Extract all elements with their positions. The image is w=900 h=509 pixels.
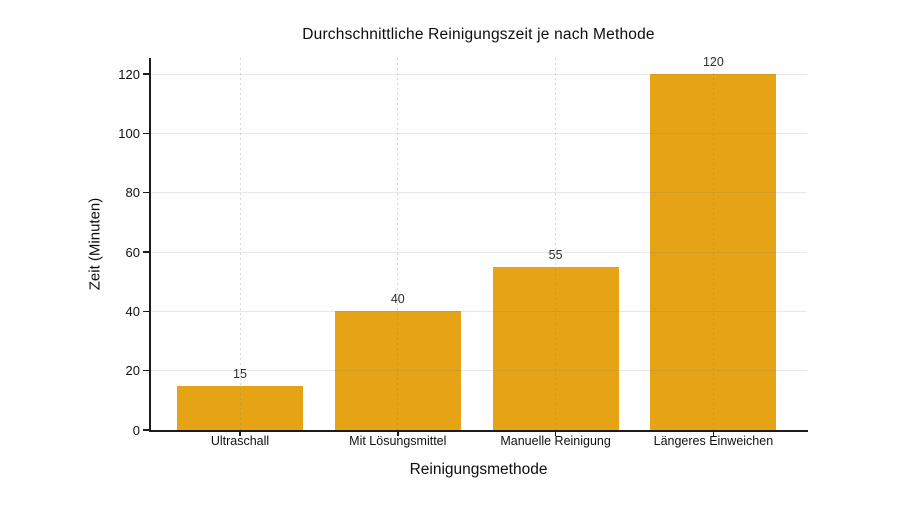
y-tick-40	[143, 310, 149, 313]
gridline-y-120	[150, 73, 807, 75]
bar-manuelle-reinigung	[492, 266, 619, 430]
x-tick-ultraschall	[239, 430, 241, 436]
bar-value-manuelle-reinigung: 55	[548, 247, 563, 262]
y-tick-label-120: 120	[118, 66, 140, 82]
y-tick-120	[143, 73, 149, 75]
x-tick-label-manuelle-reinigung: Manuelle Reinigung	[500, 434, 611, 448]
y-tick-100	[143, 132, 149, 135]
gridline-x-ultraschall	[239, 58, 241, 430]
chart-title: Durchschnittliche Reinigungszeit je nach…	[302, 26, 655, 43]
y-tick-label-100: 100	[118, 125, 140, 141]
bar-ultraschall	[177, 385, 303, 430]
y-tick-label-80: 80	[125, 185, 140, 201]
y-tick-20	[143, 369, 149, 372]
y-tick-label-60: 60	[125, 244, 140, 260]
bar-mit-losungsmittel	[334, 311, 461, 430]
gridline-y-100	[150, 132, 807, 134]
y-tick-label-20: 20	[125, 363, 140, 379]
x-tick-label-ultraschall: Ultraschall	[210, 434, 270, 448]
bar-langeres-einweichen	[650, 74, 777, 430]
y-tick-0	[143, 429, 149, 431]
x-tick-langeres-einweichen	[712, 430, 715, 436]
gridline-y-40	[150, 310, 807, 312]
x-tick-mit-losungsmittel	[397, 430, 399, 436]
bar-value-ultraschall: 15	[233, 366, 247, 381]
gridline-y-80	[150, 192, 807, 194]
y-axis-line	[149, 58, 151, 431]
bar-value-mit-losungsmittel: 40	[390, 292, 405, 307]
y-tick-60	[143, 251, 149, 253]
y-tick-80	[143, 191, 149, 194]
gridline-y-60	[150, 251, 807, 253]
gridline-x-langeres-einweichen	[712, 58, 714, 430]
x-tick-label-mit-losungsmittel: Mit Lösungsmittel	[349, 434, 447, 448]
gridline-y-20	[150, 370, 807, 372]
y-tick-label-40: 40	[125, 303, 140, 319]
bar-value-langeres-einweichen: 120	[702, 55, 724, 69]
x-axis-line	[149, 430, 808, 432]
x-tick-label-langeres-einweichen: Längeres Einweichen	[653, 434, 774, 448]
gridline-x-mit-losungsmittel	[397, 58, 399, 430]
y-tick-label-0: 0	[132, 422, 140, 438]
gridline-x-manuelle-reinigung	[555, 58, 557, 430]
x-axis-title: Reinigungsmethode	[409, 461, 548, 478]
x-tick-manuelle-reinigung	[554, 430, 557, 436]
plot-area: 15 40 55 120	[149, 55, 808, 432]
